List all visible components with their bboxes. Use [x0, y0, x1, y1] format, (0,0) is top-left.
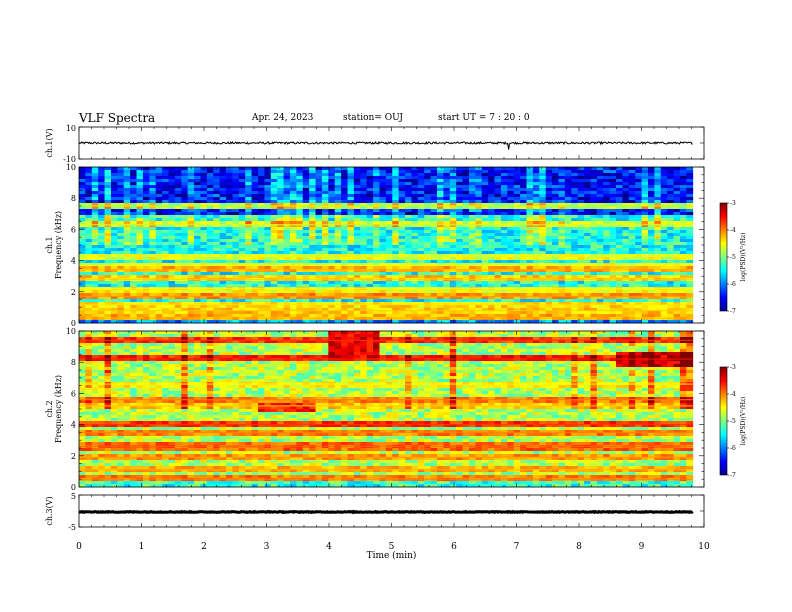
- x-tick-label: 10: [698, 542, 710, 552]
- colorbar-tick-label: -7: [730, 308, 736, 315]
- y-tick-label: 5: [71, 492, 76, 501]
- x-tick-label: 6: [451, 542, 457, 552]
- colorbar-label: log(PSD)(V²/Hz): [740, 233, 747, 282]
- y-axis-label: ch.1: [45, 236, 54, 253]
- colorbar-tick-label: -5: [730, 418, 736, 425]
- y-tick-label: 0: [71, 483, 76, 492]
- y-axis-label: ch.3(V): [45, 496, 54, 525]
- x-tick-label: 3: [264, 542, 270, 552]
- y-tick-label: 8: [71, 358, 76, 367]
- y-tick-label: 6: [71, 389, 76, 398]
- header-station: station= OUJ: [343, 113, 404, 123]
- colorbar-tick-label: -7: [730, 472, 736, 479]
- spectrogram-ch1-spectrogram: [79, 167, 694, 324]
- spectrogram-ch2-spectrogram: [79, 331, 694, 488]
- y-tick-label: -5: [68, 523, 76, 532]
- x-tick-label: 0: [76, 542, 82, 552]
- y-tick-label: 8: [71, 194, 76, 203]
- colorbar-tick-label: -6: [730, 445, 736, 452]
- y-tick-label: 0: [71, 319, 76, 328]
- colorbar-tick-label: -4: [730, 391, 736, 398]
- header-date: Apr. 24, 2023: [252, 113, 314, 123]
- colorbar: [719, 202, 728, 312]
- y-tick-label: 4: [71, 257, 76, 266]
- x-axis-label: Time (min): [367, 550, 417, 561]
- x-tick-label: 9: [639, 542, 645, 552]
- y-tick-label: 6: [71, 225, 76, 234]
- y-axis-label: ch.2: [45, 400, 54, 417]
- y-tick-label: 2: [71, 452, 76, 461]
- y-tick-label: -10: [63, 155, 76, 164]
- waveform-ch3-waveform: [78, 509, 694, 515]
- colorbar-tick-label: -4: [730, 227, 736, 234]
- y-axis-label: Frequency (kHz): [54, 211, 63, 279]
- chart-title: VLF Spectra: [79, 111, 156, 125]
- y-tick-label: 4: [71, 421, 76, 430]
- colorbar: [719, 366, 728, 476]
- x-tick-label: 1: [139, 542, 145, 552]
- y-tick-label: 10: [66, 124, 76, 133]
- y-axis-label: ch.1(V): [45, 128, 54, 157]
- colorbar-tick-label: -3: [730, 364, 736, 371]
- header-start-time: start UT = 7 : 20 : 0: [438, 113, 530, 123]
- x-tick-label: 8: [576, 542, 582, 552]
- waveform-ch1-waveform: [78, 140, 693, 150]
- y-tick-label: 10: [66, 163, 76, 172]
- colorbar-tick-label: -3: [730, 200, 736, 207]
- y-tick-label: 10: [66, 327, 76, 336]
- x-tick-label: 2: [201, 542, 207, 552]
- y-tick-label: 2: [71, 288, 76, 297]
- colorbar-tick-label: -5: [730, 254, 736, 261]
- x-tick-label: 7: [514, 542, 520, 552]
- x-tick-label: 4: [326, 542, 332, 552]
- colorbar-tick-label: -6: [730, 281, 736, 288]
- x-tick-label: 5: [389, 542, 395, 552]
- colorbar-label: log(PSD)(V²/Hz): [740, 397, 747, 446]
- y-axis-label: Frequency (kHz): [54, 375, 63, 443]
